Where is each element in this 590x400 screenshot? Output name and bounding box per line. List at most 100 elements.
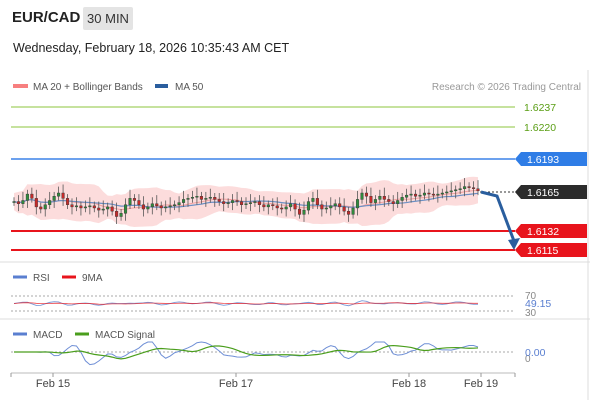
candle-body	[159, 205, 163, 209]
candle-body	[34, 198, 38, 208]
candle-body	[43, 204, 47, 210]
candle-body	[195, 196, 199, 198]
research-credit: Research © 2026 Trading Central	[432, 82, 581, 93]
candle-body	[391, 201, 395, 204]
forecast-arrow	[480, 190, 516, 242]
candle-body	[168, 205, 172, 208]
rsi-value: 49.15	[525, 298, 551, 310]
candle-body	[57, 192, 61, 197]
candle-body	[262, 204, 266, 208]
legend-9ma-label: 9MA	[82, 273, 103, 284]
candle-body	[208, 197, 212, 199]
rsi-9ma-line	[13, 302, 479, 305]
candle-body	[190, 197, 194, 199]
candle-body	[253, 201, 257, 203]
candle-body	[92, 205, 96, 209]
last-price-label: 1.6165	[527, 187, 559, 199]
candle-body	[204, 198, 208, 200]
datetime-label: Wednesday, February 18, 2026 10:35:43 AM…	[13, 41, 290, 55]
candle-body	[449, 190, 453, 193]
candle-body	[128, 198, 132, 205]
legend-ma20-swatch	[13, 84, 28, 88]
candle-body	[164, 206, 168, 209]
candle-body	[440, 192, 444, 195]
candle-body	[373, 199, 377, 203]
last-price-tag	[515, 185, 587, 199]
candle-body	[12, 201, 16, 203]
support-tag-1	[515, 224, 587, 238]
macd-signal-line	[14, 344, 479, 360]
candle-body	[257, 201, 261, 205]
candle-body	[360, 192, 364, 200]
candle-body	[61, 192, 65, 199]
pivot-label: 1.6193	[527, 154, 559, 166]
candle-body	[21, 200, 25, 204]
candle-body	[351, 207, 355, 215]
rsi-lines	[13, 300, 479, 307]
target-label-2: 1.6220	[524, 122, 556, 134]
candle-body	[463, 186, 467, 189]
candle-body	[83, 206, 87, 209]
candle-body	[30, 193, 34, 199]
candle-body	[101, 208, 105, 211]
candle-body	[284, 206, 288, 210]
candle-body	[378, 196, 382, 200]
candle-body	[48, 200, 52, 205]
macd-line	[14, 341, 479, 366]
candle-body	[231, 200, 235, 203]
candle-body	[88, 205, 92, 208]
legend-macd-signal-label: MACD Signal	[95, 330, 155, 341]
candle-body	[347, 210, 351, 215]
candle-body	[137, 200, 141, 205]
candle-body	[467, 186, 471, 188]
rsi-tick-30: 30	[525, 308, 537, 319]
candle-body	[150, 203, 154, 208]
candle-body	[110, 206, 114, 212]
candle-body	[173, 204, 177, 207]
candle-body	[396, 200, 400, 204]
candle-body	[141, 204, 145, 210]
x-label-feb15: Feb 15	[36, 378, 70, 390]
candle-body	[70, 204, 74, 208]
legend-ma50-label: MA 50	[175, 82, 204, 93]
legend-rsi-label: RSI	[33, 273, 50, 284]
candle-body	[356, 199, 360, 209]
candle-body	[106, 206, 110, 210]
candle-body	[427, 192, 431, 195]
candle-body	[25, 193, 29, 201]
candle-body	[213, 197, 217, 200]
candle-body	[476, 188, 480, 192]
candle-body	[320, 204, 324, 210]
candle-body	[155, 203, 159, 207]
candle-body	[39, 206, 43, 210]
candle-body	[472, 187, 476, 189]
x-axis-ticks	[10, 373, 516, 377]
candle-body	[177, 202, 181, 205]
candle-body	[333, 203, 337, 207]
legend-ma50-swatch	[155, 84, 168, 88]
candle-body	[422, 192, 426, 196]
timeframe-badge[interactable]: 30 MIN	[83, 7, 133, 30]
candle-body	[436, 193, 440, 196]
candle-body	[315, 198, 319, 205]
candle-body	[293, 203, 297, 210]
candle-body	[387, 199, 391, 202]
support-label-1: 1.6132	[527, 226, 559, 238]
candle-body	[119, 213, 123, 217]
macd-lines	[14, 341, 479, 366]
x-label-feb18: Feb 18	[392, 378, 426, 390]
candle-body	[405, 194, 409, 198]
candle-body	[409, 193, 413, 196]
candle-body	[445, 191, 449, 194]
legend-ma20-label: MA 20 + Bollinger Bands	[33, 82, 143, 93]
support-tag-2	[515, 243, 587, 257]
candle-body	[199, 196, 203, 200]
candle-body	[66, 198, 70, 205]
candle-body	[217, 199, 221, 202]
candle-body	[431, 193, 435, 196]
macd-value: 0.00	[525, 347, 546, 359]
candle-body	[414, 193, 418, 197]
candle-body	[275, 205, 279, 209]
candle-body	[124, 204, 128, 214]
candle-body	[342, 206, 346, 212]
